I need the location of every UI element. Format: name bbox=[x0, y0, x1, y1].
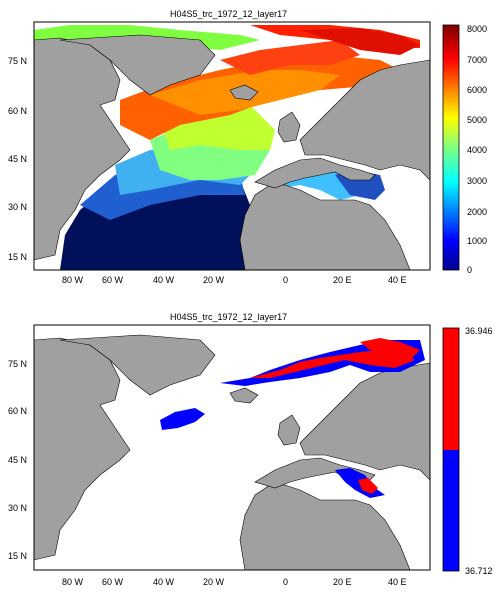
bottom-lon-20w: 20 W bbox=[203, 577, 225, 587]
bottom-map-title: H04S5_trc_1972_12_layer17 bbox=[170, 312, 288, 322]
bottom-colorbar: 36.946 36.712 bbox=[442, 326, 493, 576]
red-region-northeast bbox=[360, 338, 420, 360]
top-lon-80w: 80 W bbox=[62, 275, 84, 285]
bottom-lon-ticks: 80 W 60 W 40 W 20 W 0 20 E 40 E bbox=[62, 577, 407, 587]
top-map: 75 N 60 N 45 N 30 N 15 N 80 W 60 W 40 W … bbox=[8, 21, 487, 285]
bottom-lon-80w: 80 W bbox=[62, 577, 84, 587]
bottom-lat-60: 60 N bbox=[8, 406, 27, 416]
top-map-title: H04S5_trc_1972_12_layer17 bbox=[170, 9, 288, 19]
cb-label-5000: 5000 bbox=[467, 115, 487, 125]
bottom-lat-45: 45 N bbox=[8, 455, 27, 465]
bottom-map: 75 N 60 N 45 N 30 N 15 N 80 W 60 W 40 W … bbox=[8, 324, 493, 587]
top-lon-60w: 60 W bbox=[102, 275, 124, 285]
greenland-land bbox=[59, 34, 216, 96]
cb-label-2000: 2000 bbox=[467, 207, 487, 217]
red-region-north bbox=[250, 350, 415, 378]
top-lon-20e: 20 E bbox=[333, 275, 352, 285]
bottom-lat-75: 75 N bbox=[8, 359, 27, 369]
cb-label-1000: 1000 bbox=[467, 236, 487, 246]
top-lat-ticks: 75 N 60 N 45 N 30 N 15 N bbox=[8, 56, 27, 262]
top-lon-40e: 40 E bbox=[388, 275, 407, 285]
iceland-land-bottom bbox=[229, 387, 259, 404]
top-colorbar-gradient bbox=[442, 24, 460, 271]
southern-europe-land bbox=[254, 157, 376, 189]
cb-label-7000: 7000 bbox=[467, 55, 487, 65]
bottom-lon-40w: 40 W bbox=[153, 577, 175, 587]
bottom-lat-ticks: 75 N 60 N 45 N 30 N 15 N bbox=[8, 359, 27, 561]
bottom-lon-0: 0 bbox=[283, 577, 288, 587]
bottom-lon-40e: 40 E bbox=[388, 577, 407, 587]
top-lat-75: 75 N bbox=[8, 56, 27, 66]
british-isles-land-bottom bbox=[277, 414, 301, 446]
bottom-colorbar-blue bbox=[443, 450, 459, 571]
bottom-map-frame bbox=[33, 324, 431, 571]
top-lon-20w: 20 W bbox=[203, 275, 225, 285]
bottom-colorbar-frame bbox=[442, 327, 460, 572]
top-lat-30: 30 N bbox=[8, 202, 27, 212]
bottom-colorbar-red bbox=[443, 328, 459, 450]
top-lat-45: 45 N bbox=[8, 154, 27, 164]
bottom-lat-15: 15 N bbox=[8, 551, 27, 561]
top-lon-40w: 40 W bbox=[153, 275, 175, 285]
bottom-lon-20e: 20 E bbox=[333, 577, 352, 587]
bottom-lat-30: 30 N bbox=[8, 503, 27, 513]
bottom-colorbar-max-label: 36.946 bbox=[465, 326, 493, 336]
british-isles-land bbox=[277, 111, 301, 143]
red-region-mediterranean bbox=[358, 478, 378, 494]
bottom-lon-60w: 60 W bbox=[102, 577, 124, 587]
top-lat-15: 15 N bbox=[8, 252, 27, 262]
land bbox=[34, 34, 430, 270]
cb-label-8000: 8000 bbox=[467, 24, 487, 34]
top-lat-60: 60 N bbox=[8, 106, 27, 116]
cb-label-3000: 3000 bbox=[467, 176, 487, 186]
bottom-colorbar-min-label: 36.712 bbox=[465, 566, 493, 576]
tracer-field bbox=[34, 25, 420, 270]
iceland-land bbox=[229, 84, 259, 101]
blue-region-atlantic bbox=[160, 408, 205, 430]
binary-field bbox=[160, 338, 425, 498]
top-map-frame bbox=[33, 21, 431, 271]
cb-label-6000: 6000 bbox=[467, 85, 487, 95]
greenland-land-bottom bbox=[59, 334, 216, 396]
cb-label-4000: 4000 bbox=[467, 145, 487, 155]
land-bottom bbox=[34, 334, 430, 570]
top-lon-0: 0 bbox=[283, 275, 288, 285]
europe-africa-land bbox=[239, 59, 430, 270]
top-colorbar: 0 1000 2000 3000 4000 5000 6000 7000 800… bbox=[442, 24, 487, 275]
top-lon-ticks: 80 W 60 W 40 W 20 W 0 20 E 40 E bbox=[62, 275, 407, 285]
cb-label-0: 0 bbox=[467, 265, 472, 275]
